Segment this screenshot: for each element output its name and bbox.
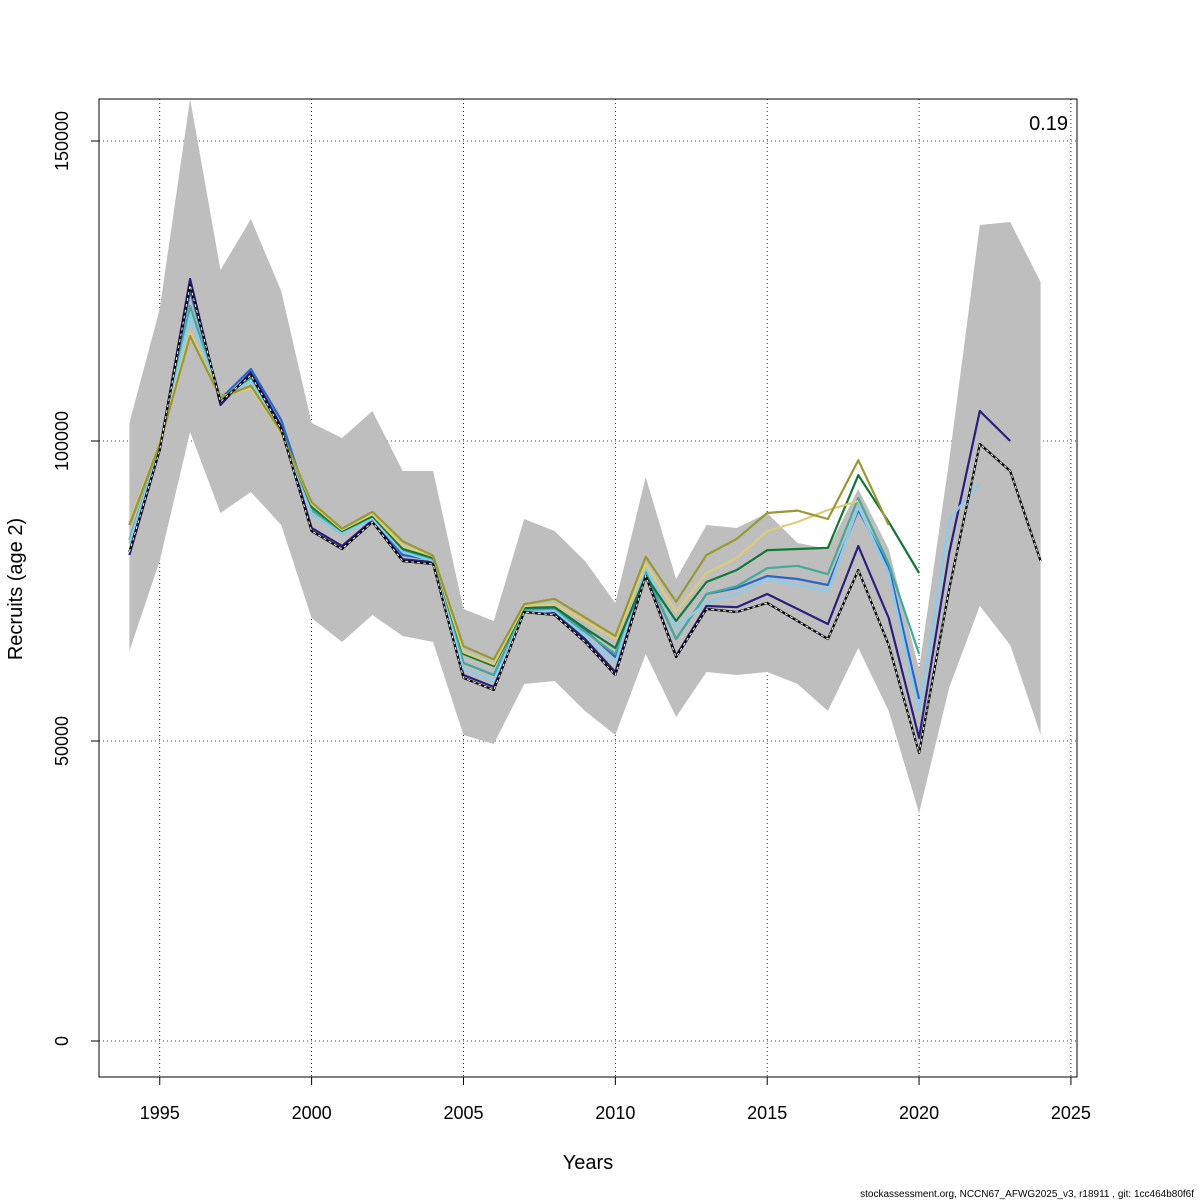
x-axis-title: Years	[563, 1152, 613, 1174]
series-line	[128, 277, 1011, 740]
x-tick-label: 2025	[1051, 1103, 1091, 1123]
y-tick-label: 100000	[52, 411, 72, 471]
axes: 1995 2000 2005 2010 2015 2020 2025 0 50000 100000…	[52, 111, 1091, 1123]
series-line-base-dash	[128, 284, 1042, 754]
y-tick-label: 50000	[52, 716, 72, 766]
series-lines-layer	[128, 277, 1042, 755]
y-tick-label: 0	[52, 1036, 72, 1046]
y-tick-label: 150000	[52, 111, 72, 171]
confidence-band	[129, 99, 1041, 813]
chart-annotation: 0.19	[1029, 113, 1068, 135]
x-tick-label: 2000	[292, 1103, 332, 1123]
x-tick-label: 2020	[899, 1103, 939, 1123]
x-tick-label: 1995	[140, 1103, 180, 1123]
series-line	[128, 330, 859, 666]
x-tick-label: 2005	[443, 1103, 483, 1123]
y-axis-title: Recruits (age 2)	[5, 518, 27, 660]
footer-credit: stockassessment.org, NCCN67_AFWG2025_v3,…	[860, 1189, 1194, 1200]
x-tick-label: 2015	[747, 1103, 787, 1123]
x-tick-label: 2010	[595, 1103, 635, 1123]
series-line	[128, 334, 890, 661]
confidence-band-layer	[129, 99, 1041, 813]
